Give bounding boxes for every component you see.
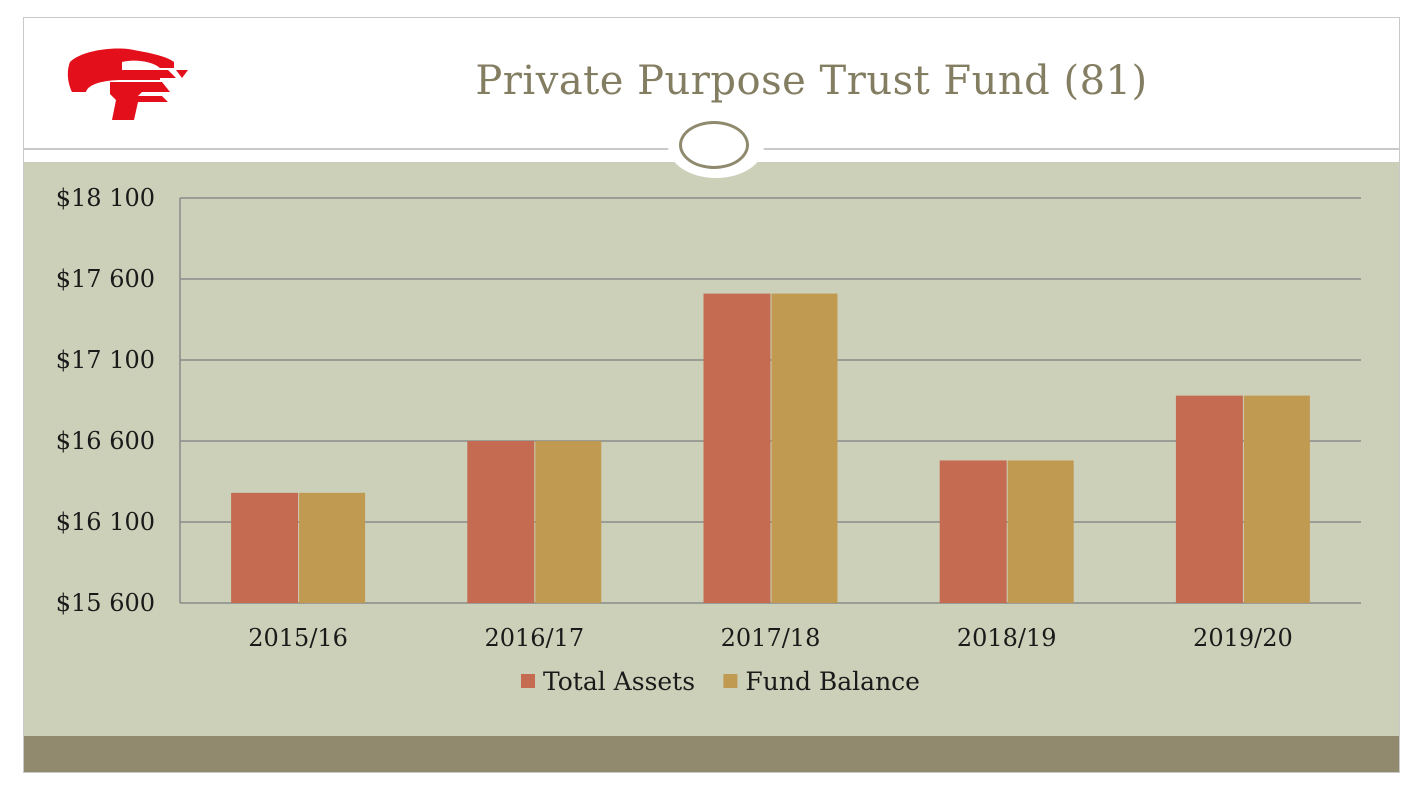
x-tick-label: 2019/20	[1193, 624, 1293, 652]
bar-fund-balance	[299, 492, 366, 603]
cf-logo-icon	[67, 48, 188, 120]
y-tick-label: $16 100	[56, 508, 155, 536]
slide-title: Private Purpose Trust Fund (81)	[475, 58, 1148, 104]
legend-label: Total Assets	[543, 667, 695, 696]
oval-ring-icon	[679, 121, 749, 169]
y-tick-label: $17 100	[56, 346, 155, 374]
bar-fund-balance	[1007, 460, 1074, 603]
bar-total-assets	[1175, 395, 1243, 603]
legend-swatch	[723, 674, 738, 688]
bar-total-assets	[467, 441, 535, 603]
bar-fund-balance	[771, 293, 838, 603]
y-tick-label: $16 600	[56, 427, 155, 455]
x-tick-label: 2015/16	[248, 624, 348, 652]
legend: Total Assets Fund Balance	[521, 667, 920, 696]
bar-total-assets	[703, 293, 771, 603]
footer-band	[24, 736, 1399, 772]
legend-swatch	[521, 674, 535, 688]
y-tick-label: $15 600	[56, 589, 155, 617]
y-tick-label: $18 100	[56, 184, 155, 212]
x-tick-label: 2017/18	[721, 624, 821, 652]
bars	[231, 293, 1310, 603]
axes: $15 600 $16 100 $16 600 $17 100 $17 600 $18 1…	[56, 184, 1293, 652]
bar-fund-balance	[535, 441, 602, 603]
x-tick-label: 2018/19	[957, 624, 1057, 652]
gridlines	[180, 197, 1361, 604]
bar-chart: $15 600 $16 100 $16 600 $17 100 $17 600 $18 1…	[56, 184, 1361, 696]
bar-fund-balance	[1243, 395, 1310, 603]
legend-label: Fund Balance	[745, 667, 920, 696]
y-tick-label: $17 600	[56, 265, 155, 293]
x-tick-label: 2016/17	[484, 624, 584, 652]
bar-total-assets	[231, 492, 299, 603]
slide: Private Purpose Trust Fund (81) $15 600 $…	[23, 17, 1400, 773]
bar-total-assets	[939, 460, 1007, 603]
